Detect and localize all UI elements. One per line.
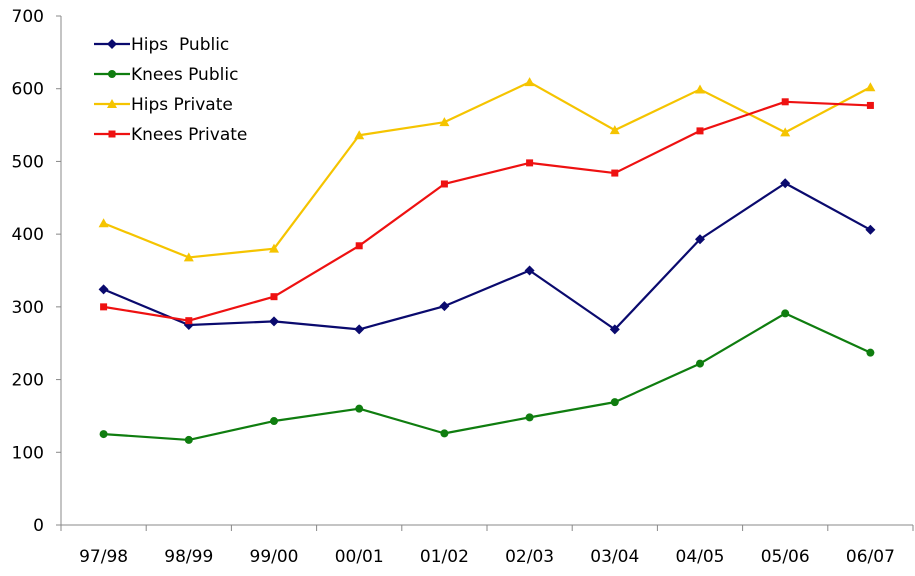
series-line <box>103 312 871 442</box>
data-point <box>865 82 876 92</box>
data-point <box>610 398 619 407</box>
series-0 <box>98 178 876 335</box>
y-tick-label: 100 <box>12 443 44 463</box>
data-point <box>98 218 109 228</box>
y-tick-label: 500 <box>12 152 44 172</box>
x-tick-label: 00/01 <box>335 547 384 567</box>
y-tick-label: 600 <box>12 80 44 100</box>
data-point <box>696 127 704 135</box>
data-point <box>781 309 790 318</box>
data-point <box>108 70 116 78</box>
data-point <box>269 316 279 327</box>
data-point <box>107 39 117 49</box>
legend: Hips Public Knees Public Hips Private Knees… <box>94 35 247 145</box>
data-point <box>270 293 278 301</box>
x-tick-label: 03/04 <box>590 547 639 567</box>
data-point <box>609 324 620 335</box>
data-point <box>696 359 704 368</box>
data-point <box>270 417 278 426</box>
data-point <box>524 265 535 276</box>
data-point <box>695 84 705 94</box>
series-3 <box>100 98 874 325</box>
legend-label: Hips Public <box>131 35 229 55</box>
x-tick-label: 97/98 <box>79 547 128 567</box>
data-point <box>355 242 363 250</box>
data-point <box>355 404 364 413</box>
data-point <box>866 348 875 357</box>
data-point <box>781 98 789 106</box>
data-point <box>440 429 449 438</box>
data-point <box>526 159 534 167</box>
x-tick-label: 98/99 <box>164 547 213 567</box>
x-tick-label: 01/02 <box>420 547 469 567</box>
data-point <box>440 180 448 188</box>
y-tick-label: 400 <box>12 225 44 245</box>
legend-item: Hips Public <box>94 35 229 55</box>
data-point <box>524 77 535 87</box>
data-point <box>611 169 619 177</box>
axes: 0 100 200 300 400 500 600 700 97/98 98/99 99/00 00/… <box>12 7 914 567</box>
series-2 <box>98 77 876 262</box>
series-1 <box>99 309 875 444</box>
x-tick-label: 04/05 <box>676 547 725 567</box>
y-tick-label: 700 <box>12 7 44 27</box>
data-point <box>98 284 109 295</box>
data-point <box>269 243 279 253</box>
data-point <box>100 303 108 311</box>
x-tick-label: 06/07 <box>846 547 895 567</box>
data-point <box>354 130 365 140</box>
series-line <box>103 81 871 259</box>
legend-item: Knees Private <box>94 125 247 145</box>
legend-item: Hips Private <box>94 95 233 115</box>
data-point <box>108 130 116 138</box>
data-point <box>780 178 791 189</box>
data-point <box>780 127 791 137</box>
series-line <box>103 100 871 322</box>
y-tick-label: 300 <box>12 298 44 318</box>
x-tick-label: 02/03 <box>505 547 554 567</box>
data-point <box>695 234 705 245</box>
data-point <box>609 125 620 135</box>
data-point <box>183 252 194 262</box>
y-tick-label: 0 <box>33 516 44 536</box>
x-tick-label: 99/00 <box>250 547 299 567</box>
data-point <box>107 99 117 108</box>
data-point <box>865 224 876 235</box>
series-line <box>103 182 871 331</box>
data-point <box>184 435 193 444</box>
series-layer <box>98 77 876 444</box>
data-point <box>866 101 874 109</box>
data-point <box>99 430 108 439</box>
legend-label: Hips Private <box>131 95 233 115</box>
legend-label: Knees Private <box>131 125 247 145</box>
data-point <box>525 413 534 422</box>
x-tick-label: 05/06 <box>761 547 810 567</box>
data-point <box>185 317 193 325</box>
data-point <box>439 301 450 312</box>
data-point <box>354 324 365 335</box>
legend-item: Knees Public <box>94 65 238 85</box>
data-point <box>439 117 450 127</box>
legend-label: Knees Public <box>131 65 238 85</box>
y-tick-label: 200 <box>12 371 44 391</box>
